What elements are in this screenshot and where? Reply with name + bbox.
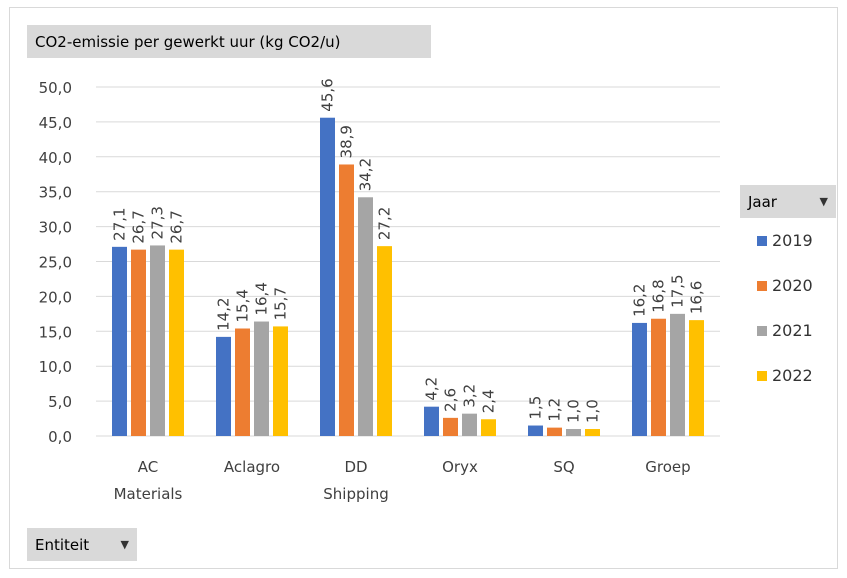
data-label: 16,6 xyxy=(688,281,706,314)
y-tick-label: 15,0 xyxy=(39,323,72,341)
bar-2022[interactable] xyxy=(585,429,600,436)
legend-field-label: Jaar xyxy=(748,192,777,211)
data-label: 4,2 xyxy=(423,377,441,401)
data-label: 27,3 xyxy=(149,206,167,239)
data-label: 45,6 xyxy=(319,78,337,111)
legend-item-2019[interactable]: 2019 xyxy=(757,231,813,250)
legend-item-2020[interactable]: 2020 xyxy=(757,276,813,295)
legend-label: 2019 xyxy=(772,231,813,250)
bar-2019[interactable] xyxy=(632,322,647,436)
x-category-label: Oryx xyxy=(442,458,478,476)
y-tick-label: 5,0 xyxy=(48,393,72,411)
y-tick-label: 25,0 xyxy=(39,254,72,272)
bar-2019[interactable] xyxy=(320,117,335,436)
data-label: 15,7 xyxy=(272,287,290,320)
dropdown-arrow-icon: ▼ xyxy=(120,538,129,551)
data-label: 2,4 xyxy=(480,389,498,413)
x-category-label: DD xyxy=(344,458,367,476)
y-tick-label: 40,0 xyxy=(39,149,72,167)
y-tick-label: 45,0 xyxy=(39,114,72,132)
data-label: 1,2 xyxy=(546,398,564,422)
y-tick-label: 50,0 xyxy=(39,79,72,97)
data-label: 1,0 xyxy=(565,399,583,423)
x-category-label: Materials xyxy=(114,485,183,503)
chart-title[interactable]: CO2-emissie per gewerkt uur (kg CO2/u) xyxy=(27,25,431,58)
x-category-label: Shipping xyxy=(323,485,388,503)
bar-2021[interactable] xyxy=(462,413,477,436)
y-tick-label: 20,0 xyxy=(39,288,72,306)
y-tick-label: 30,0 xyxy=(39,219,72,237)
bar-2019[interactable] xyxy=(528,425,543,436)
legend-label: 2021 xyxy=(772,321,813,340)
data-label: 15,4 xyxy=(234,289,252,322)
bar-2021[interactable] xyxy=(358,197,373,436)
bar-2020[interactable] xyxy=(651,318,666,436)
data-label: 26,7 xyxy=(168,210,186,243)
data-label: 1,5 xyxy=(527,396,545,420)
bar-2020[interactable] xyxy=(235,328,250,436)
bar-2022[interactable] xyxy=(481,419,496,436)
bar-2022[interactable] xyxy=(273,326,288,436)
legend-swatch xyxy=(757,370,767,381)
legend-swatch xyxy=(757,280,767,291)
axis-field-button[interactable]: Entiteit ▼ xyxy=(27,528,137,561)
data-label: 27,2 xyxy=(376,207,394,240)
legend-item-2022[interactable]: 2022 xyxy=(757,366,813,385)
bar-2019[interactable] xyxy=(216,336,231,436)
x-category-label: Aclagro xyxy=(224,458,280,476)
data-label: 38,9 xyxy=(338,125,356,158)
legend-label: 2020 xyxy=(772,276,813,295)
data-label: 3,2 xyxy=(461,384,479,408)
data-label: 2,6 xyxy=(442,388,460,412)
bar-2022[interactable] xyxy=(169,249,184,436)
x-category-label: AC xyxy=(138,458,158,476)
data-label: 16,4 xyxy=(253,282,271,315)
bar-2020[interactable] xyxy=(131,249,146,436)
bar-2020[interactable] xyxy=(339,164,354,436)
bar-2022[interactable] xyxy=(377,246,392,436)
chart-title-text: CO2-emissie per gewerkt uur (kg CO2/u) xyxy=(35,32,341,51)
bar-2021[interactable] xyxy=(670,313,685,436)
y-tick-label: 10,0 xyxy=(39,358,72,376)
legend-label: 2022 xyxy=(772,366,813,385)
data-label: 17,5 xyxy=(669,274,687,307)
x-category-label: Groep xyxy=(645,458,690,476)
legend-swatch xyxy=(757,325,767,336)
bar-2021[interactable] xyxy=(566,429,581,436)
y-tick-label: 0,0 xyxy=(48,428,72,446)
bar-2020[interactable] xyxy=(443,417,458,436)
bar-2021[interactable] xyxy=(150,245,165,436)
dropdown-arrow-icon: ▼ xyxy=(819,195,828,208)
legend-field-button[interactable]: Jaar ▼ xyxy=(740,185,836,218)
data-label: 16,8 xyxy=(650,279,668,312)
legend-swatch xyxy=(757,235,767,246)
data-label: 14,2 xyxy=(215,297,233,330)
bar-2019[interactable] xyxy=(112,246,127,436)
bar-2020[interactable] xyxy=(547,427,562,436)
legend-item-2021[interactable]: 2021 xyxy=(757,321,813,340)
data-label: 34,2 xyxy=(357,158,375,191)
data-label: 1,0 xyxy=(584,399,602,423)
bar-2022[interactable] xyxy=(689,320,704,436)
axis-field-label: Entiteit xyxy=(35,535,90,554)
data-label: 16,2 xyxy=(631,284,649,317)
x-category-label: SQ xyxy=(553,458,574,476)
bar-2021[interactable] xyxy=(254,321,269,436)
data-label: 27,1 xyxy=(111,207,129,240)
y-tick-label: 35,0 xyxy=(39,184,72,202)
chart-frame xyxy=(9,7,838,569)
data-label: 26,7 xyxy=(130,210,148,243)
bar-2019[interactable] xyxy=(424,406,439,436)
